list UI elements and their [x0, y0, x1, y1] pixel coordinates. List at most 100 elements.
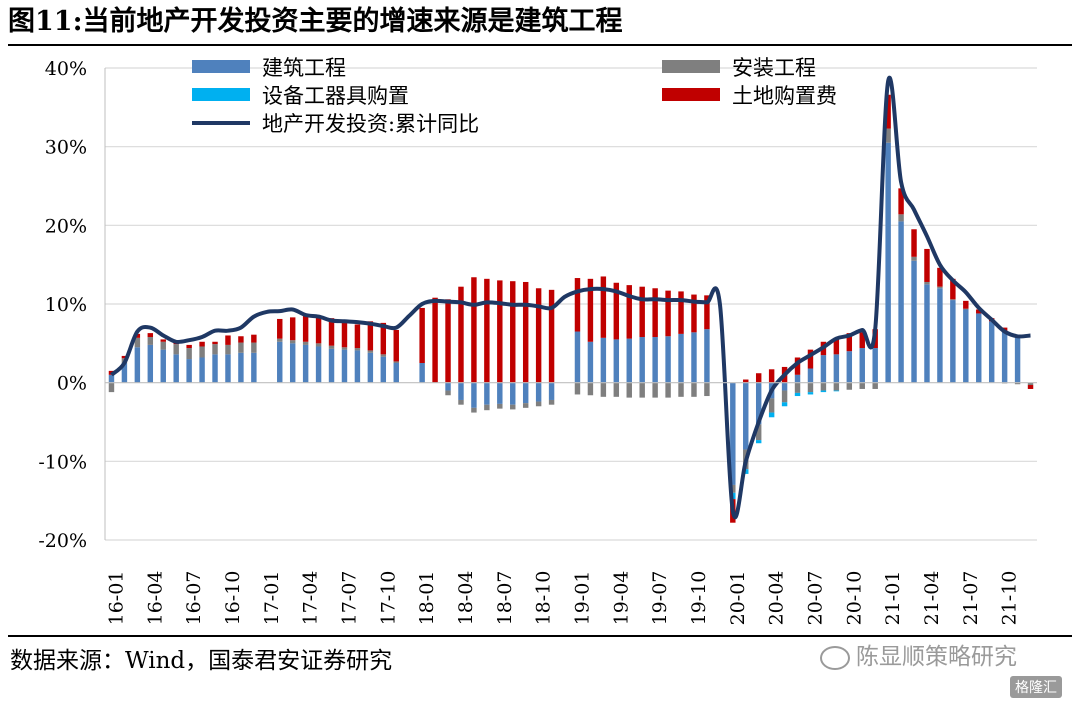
bar-segment: [704, 382, 710, 397]
bar-segment: [950, 300, 956, 383]
watermark: 陈显顺策略研究: [820, 640, 1017, 674]
bar-segment: [419, 307, 425, 363]
bar-segment: [445, 390, 451, 396]
bar-segment: [354, 348, 361, 351]
x-tick-label: 20-07: [804, 571, 826, 626]
x-tick-label: 17-07: [338, 571, 360, 626]
bar-segment: [743, 382, 749, 450]
bar-segment: [950, 299, 956, 301]
bar-segment: [354, 324, 361, 349]
bar-segment: [134, 347, 141, 383]
bar-segment: [820, 382, 827, 391]
bar-segment: [484, 404, 490, 411]
x-tick-label: 19-04: [610, 571, 632, 626]
bar-segment: [587, 382, 594, 396]
bar-segment: [186, 348, 192, 360]
bar-segment: [963, 300, 969, 309]
legend-label: 建筑工程: [262, 56, 346, 80]
line-layer: [110, 75, 1031, 520]
bar-segment: [924, 248, 930, 282]
bar-segment: [613, 339, 620, 383]
bar-segment: [574, 382, 581, 395]
bar-segment: [652, 382, 658, 398]
x-tick-label: 20-01: [727, 571, 749, 626]
bar-segment: [691, 332, 697, 383]
bar-segment: [743, 379, 749, 383]
wechat-icon: [820, 645, 850, 670]
bar-segment: [652, 288, 658, 338]
bar-segment: [134, 333, 141, 338]
bar-segment: [510, 382, 516, 405]
bar-segment: [186, 344, 192, 349]
bar-segment: [872, 348, 878, 383]
bar-segment: [367, 350, 374, 353]
bar-segment: [108, 382, 115, 393]
bar-segment: [626, 338, 632, 383]
bar-segment: [548, 382, 555, 400]
y-tick-label: 0%: [57, 373, 87, 395]
bar-segment: [484, 382, 490, 405]
bar-segment: [458, 399, 464, 405]
bar-segment: [574, 331, 581, 383]
bar-segment: [678, 333, 684, 383]
bar-segment: [302, 344, 309, 383]
bar-segment: [419, 363, 425, 383]
bar-segment: [289, 343, 296, 383]
bar-segment: [820, 390, 827, 393]
bar-segment: [768, 412, 775, 418]
bar-segment: [872, 382, 878, 389]
bar-segment: [393, 363, 399, 383]
x-tick-label: 21-10: [999, 571, 1021, 626]
bar-segment: [898, 214, 904, 222]
bar-segment: [626, 285, 632, 339]
bar-segment: [380, 356, 387, 383]
bar-segment: [846, 382, 853, 390]
bar-segment: [937, 286, 943, 289]
chart-title: 图11:当前地产开发投资主要的增速来源是建筑工程: [8, 6, 623, 37]
legend-label: 土地购置费: [732, 84, 837, 108]
x-tick-label: 20-10: [843, 571, 865, 626]
bar-segment: [393, 329, 399, 362]
bar-segment: [277, 341, 283, 383]
bar-segment: [510, 404, 516, 410]
bar-segment: [820, 355, 827, 383]
x-tick-label: 17-04: [300, 571, 322, 626]
legend-swatch: [662, 88, 720, 101]
bar-segment: [794, 382, 801, 393]
legend-swatch: [192, 60, 250, 73]
bar-segment: [950, 278, 956, 300]
y-tick-label: 10%: [45, 294, 87, 316]
bar-segment: [251, 342, 257, 353]
bar-segment: [846, 333, 853, 352]
bar-segment: [755, 382, 762, 425]
bar-segment: [730, 382, 736, 485]
bar-segment: [432, 297, 438, 383]
source-rule: [8, 635, 1072, 637]
bar-segment: [341, 347, 348, 350]
bar-segment: [1001, 330, 1008, 383]
bar-segment: [678, 382, 684, 397]
bar-segment: [380, 354, 387, 357]
bar-segment: [600, 382, 607, 397]
bar-segment: [963, 309, 969, 383]
x-tick-label: 17-10: [377, 571, 399, 626]
bar-segment: [885, 142, 891, 383]
bar-segment: [186, 359, 192, 383]
bar-segment: [859, 332, 865, 349]
bar-segment: [535, 382, 542, 402]
bar-segment: [160, 341, 166, 350]
bar-segment: [225, 354, 231, 383]
bar-segment: [277, 338, 283, 342]
bar-segment: [497, 382, 503, 404]
bar-segment: [251, 352, 257, 383]
bar-segment: [497, 403, 503, 409]
bar-segment: [639, 382, 645, 398]
bar-segment: [639, 337, 645, 383]
bar-segment: [691, 294, 697, 333]
legend-label: 地产开发投资:累计同比: [262, 112, 479, 136]
bar-segment: [367, 352, 374, 383]
x-tick-label: 19-10: [688, 571, 710, 626]
y-tick-label: -10%: [38, 451, 87, 473]
bar-segment: [315, 346, 322, 383]
